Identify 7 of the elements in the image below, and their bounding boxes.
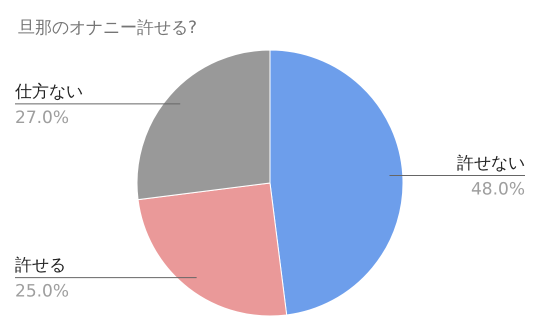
chart-title: 旦那のオナニー許せる? [18, 17, 198, 39]
data-label: 27.0% [15, 108, 70, 128]
data-label: 25.0% [15, 282, 70, 302]
slice-label: 許せる [15, 256, 66, 276]
data-label: 48.0% [470, 179, 525, 200]
slice-label: 仕方ない [14, 82, 83, 102]
slice-label: 許せない [457, 153, 525, 174]
